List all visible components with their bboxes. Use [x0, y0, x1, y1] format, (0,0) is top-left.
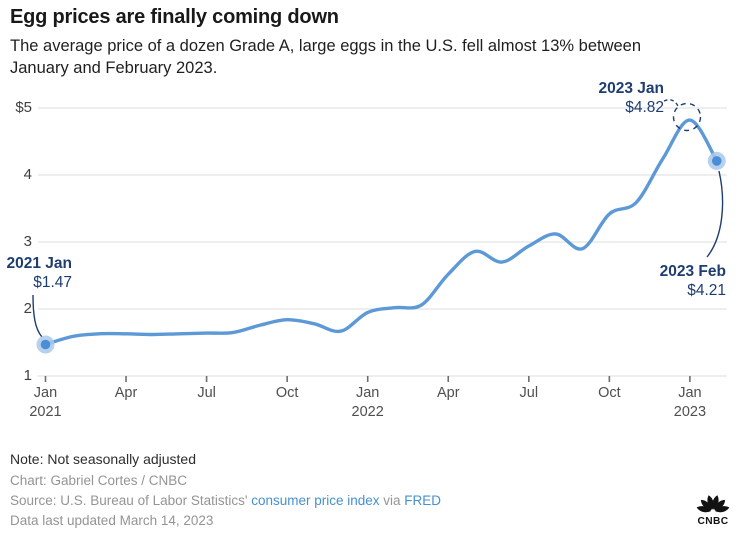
annotation-price: $4.82	[625, 99, 664, 116]
x-axis-year: 2023	[673, 404, 707, 420]
x-axis-month: Apr	[114, 385, 138, 401]
annotation-2023-jan: 2023 Jan $4.82	[544, 79, 665, 117]
annotation-connector-2021-jan	[32, 294, 43, 338]
x-axis-month: Jan	[33, 385, 58, 401]
x-axis-label-Jul: Jul	[489, 384, 569, 403]
chart-subtitle: The average price of a dozen Grade A, la…	[10, 37, 642, 77]
x-axis-month: Jan	[355, 385, 380, 401]
annotation-2023-feb: 2023 Feb $4.21	[606, 262, 726, 300]
x-axis-month: Oct	[598, 385, 621, 401]
source-text: Source: U.S. Bureau of Labor Statistics'	[10, 493, 252, 508]
source-text: via	[379, 493, 405, 508]
x-axis-month: Jul	[197, 385, 216, 401]
x-axis-label-Oct: Oct	[247, 384, 327, 403]
price-line	[43, 118, 719, 347]
chart-credit: Chart: Gabriel Cortes / CNBC	[10, 473, 188, 488]
peacock-feather	[707, 495, 714, 510]
source-line: Source: U.S. Bureau of Labor Statistics'…	[10, 493, 441, 508]
annotation-price: $1.47	[33, 274, 72, 291]
page-title: Egg prices are finally coming down	[10, 6, 339, 28]
peacock-feather	[712, 495, 719, 510]
last-updated-text: Data last updated March 14, 2023	[10, 513, 214, 528]
annotation-2021-jan: 2021 Jan $1.47	[0, 254, 73, 292]
peacock-feather	[700, 499, 712, 511]
x-axis-year: 2022	[351, 404, 384, 420]
y-axis-label-2: 2	[23, 300, 32, 317]
x-axis-month: Oct	[275, 385, 299, 401]
peak-highlight-circle	[672, 102, 702, 132]
annotation-connector-2023-feb	[706, 170, 724, 258]
peacock-feather	[714, 499, 726, 511]
x-axis-label-Apr: Apr	[408, 384, 488, 403]
peacock-feather	[714, 506, 730, 513]
x-axis-label-Jan2023: Jan 2023	[650, 384, 730, 422]
x-axis-label-Oct: Oct	[569, 384, 649, 403]
end-point-dot	[711, 156, 722, 166]
note-text: Note: Not seasonally adjusted	[10, 451, 196, 467]
x-axis-label-Apr: Apr	[86, 384, 166, 403]
x-axis-label-Jan2021: Jan 2021	[6, 384, 86, 422]
source-link[interactable]: consumer price index	[251, 493, 380, 508]
x-axis-label-Jan2022: Jan 2022	[328, 384, 408, 422]
annotation-date: 2023 Jan	[598, 80, 665, 97]
peacock-icon	[696, 495, 730, 513]
annotation-date: 2023 Feb	[659, 263, 726, 280]
x-axis-label-Jul: Jul	[167, 384, 247, 403]
source-link[interactable]: FRED	[404, 493, 442, 508]
y-axis-label-4: 4	[23, 166, 32, 183]
y-axis-label-1: 1	[23, 367, 32, 384]
y-axis-label-3: 3	[23, 233, 32, 250]
cnbc-logo-text: CNBC	[697, 516, 728, 527]
x-axis-month: Jul	[519, 385, 539, 401]
annotation-date: 2021 Jan	[6, 255, 73, 272]
start-point-dot	[40, 339, 51, 350]
peacock-feather	[696, 506, 712, 513]
x-axis-year: 2021	[29, 404, 62, 420]
y-axis-label-5: $5	[15, 99, 32, 116]
annotation-price: $4.21	[687, 282, 726, 299]
cnbc-logo: CNBC	[696, 495, 730, 527]
price-line-chart	[32, 99, 727, 382]
x-axis-month: Jan	[678, 385, 702, 401]
annotation-connector-2023-jan	[663, 99, 679, 107]
x-axis-month: Apr	[436, 385, 460, 401]
